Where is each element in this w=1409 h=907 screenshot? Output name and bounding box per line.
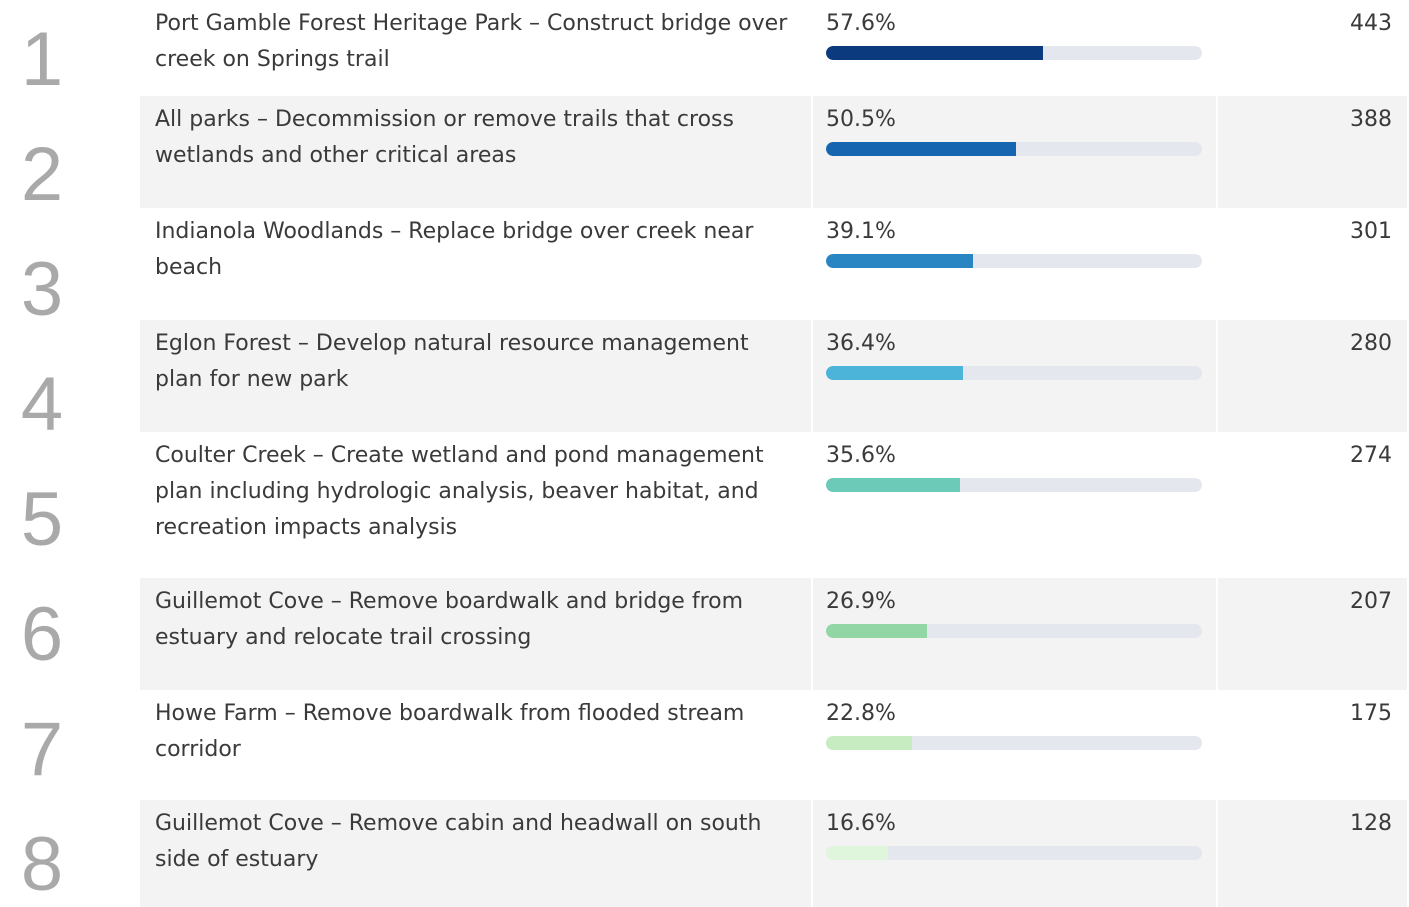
option-label: Port Gamble Forest Heritage Park – Const…	[140, 0, 813, 96]
percent-label: 16.6%	[826, 811, 896, 836]
percent-label: 36.4%	[826, 331, 896, 356]
percent-cell: 26.9%	[813, 578, 1218, 690]
percent-label: 57.6%	[826, 11, 896, 36]
bar	[826, 736, 912, 750]
bar-track	[826, 736, 1202, 750]
bar	[826, 846, 889, 860]
bar	[826, 366, 963, 380]
option-label: Guillemot Cove – Remove boardwalk and br…	[140, 578, 813, 690]
bar-track	[826, 366, 1202, 380]
result-row: Guillemot Cove – Remove cabin and headwa…	[140, 800, 1407, 907]
response-count: 175	[1350, 701, 1392, 726]
result-row: Eglon Forest – Develop natural resource …	[140, 320, 1407, 432]
result-row: Port Gamble Forest Heritage Park – Const…	[140, 0, 1407, 96]
response-count: 301	[1350, 219, 1392, 244]
option-label: Howe Farm – Remove boardwalk from floode…	[140, 690, 813, 800]
response-count: 388	[1350, 107, 1392, 132]
percent-cell: 16.6%	[813, 800, 1218, 907]
response-count: 280	[1350, 331, 1392, 356]
bar-track	[826, 624, 1202, 638]
percent-cell: 36.4%	[813, 320, 1218, 432]
bar-track	[826, 478, 1202, 492]
response-count: 128	[1350, 811, 1392, 836]
bar	[826, 478, 960, 492]
result-row: Howe Farm – Remove boardwalk from floode…	[140, 690, 1407, 800]
response-count: 274	[1350, 443, 1392, 468]
percent-cell: 22.8%	[813, 690, 1218, 800]
rank-number: 5	[20, 477, 64, 562]
bar-track	[826, 46, 1202, 60]
response-count: 443	[1350, 11, 1392, 36]
rank-number: 2	[20, 132, 64, 217]
option-label: Indianola Woodlands – Replace bridge ove…	[140, 208, 813, 320]
option-label: Eglon Forest – Develop natural resource …	[140, 320, 813, 432]
rank-number: 1	[20, 17, 64, 102]
percent-cell: 35.6%	[813, 432, 1218, 578]
result-row: Indianola Woodlands – Replace bridge ove…	[140, 208, 1407, 320]
percent-label: 26.9%	[826, 589, 896, 614]
bar-track	[826, 142, 1202, 156]
percent-cell: 57.6%	[813, 0, 1218, 96]
response-count: 207	[1350, 589, 1392, 614]
percent-label: 39.1%	[826, 219, 896, 244]
bar	[826, 254, 974, 268]
percent-label: 22.8%	[826, 701, 896, 726]
result-row: Coulter Creek – Create wetland and pond …	[140, 432, 1407, 578]
percent-cell: 39.1%	[813, 208, 1218, 320]
rank-number: 6	[20, 592, 64, 677]
bar-track	[826, 254, 1202, 268]
rank-number: 8	[20, 822, 64, 907]
rank-number: 4	[20, 362, 64, 447]
option-label: All parks – Decommission or remove trail…	[140, 96, 813, 208]
bar	[826, 46, 1043, 60]
percent-cell: 50.5%	[813, 96, 1218, 208]
bar	[826, 624, 928, 638]
percent-label: 50.5%	[826, 107, 896, 132]
bar-track	[826, 846, 1202, 860]
option-label: Guillemot Cove – Remove cabin and headwa…	[140, 800, 813, 907]
results-table: Port Gamble Forest Heritage Park – Const…	[140, 0, 1407, 907]
rank-number: 3	[20, 247, 64, 332]
result-row: Guillemot Cove – Remove boardwalk and br…	[140, 578, 1407, 690]
result-row: All parks – Decommission or remove trail…	[140, 96, 1407, 208]
bar	[826, 142, 1016, 156]
option-label: Coulter Creek – Create wetland and pond …	[140, 432, 813, 578]
percent-label: 35.6%	[826, 443, 896, 468]
rank-number: 7	[20, 707, 64, 792]
